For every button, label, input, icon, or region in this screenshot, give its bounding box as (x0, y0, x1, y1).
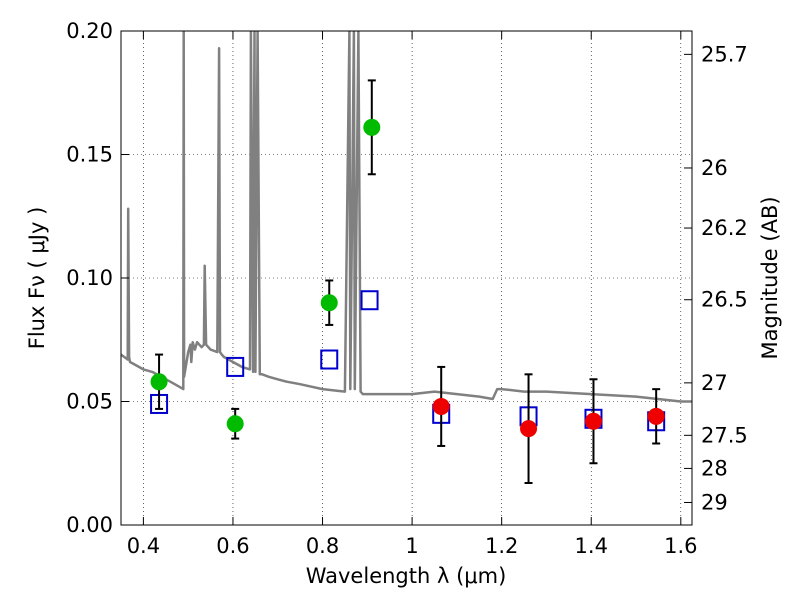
y-tick-label: 0.05 (66, 390, 113, 414)
y-tick-label: 0.00 (66, 513, 113, 537)
x-tick-label: 1 (405, 534, 418, 558)
magnitude-tick-label: 25.7 (701, 42, 748, 66)
y-tick-label: 0.10 (66, 266, 113, 290)
x-tick-label: 1.2 (485, 534, 518, 558)
magnitude-tick-label: 26.2 (701, 216, 748, 240)
model-square-point (320, 349, 339, 370)
observed-point (647, 407, 665, 425)
y-tick-label: 0.15 (66, 143, 113, 167)
observed-point (226, 415, 244, 433)
y-axis: 0.00 0.05 0.10 0.15 0.20 (66, 19, 129, 537)
magnitude-tick-label: 26 (701, 156, 728, 180)
x-tick-label: 1.4 (575, 534, 608, 558)
observed-point (584, 412, 602, 430)
magnitude-tick-label: 27 (701, 371, 728, 395)
observed-point (363, 118, 381, 136)
x-tick-label: 0.4 (127, 534, 160, 558)
x-axis: 0.4 0.6 0.8 1 1.2 1.4 1.6 (127, 31, 698, 558)
magnitude-tick-label: 28 (701, 456, 728, 480)
observed-point (320, 294, 338, 312)
model-square-point (360, 290, 379, 311)
magnitude-tick-label: 27.5 (701, 423, 748, 447)
magnitude-tick-label: 29 (701, 490, 728, 514)
template-spectrum-line (121, 31, 692, 403)
y-axis-label: Flux Fν ( μJy ) (25, 207, 49, 350)
observed-point (432, 397, 450, 415)
magnitude-axis-label: Magnitude (AB) (758, 196, 782, 359)
x-tick-label: 0.8 (306, 534, 339, 558)
x-axis-label: Wavelength λ (μm) (306, 564, 507, 588)
observed-point (520, 420, 538, 438)
x-tick-label: 0.6 (216, 534, 249, 558)
observed-point (150, 373, 168, 391)
plot-background (121, 31, 692, 525)
model-square-point (226, 356, 245, 377)
magnitude-axis: 25.7 26 26.2 26.5 27 27.5 28 29 (684, 42, 748, 514)
plot-area (121, 31, 692, 485)
magnitude-tick-label: 26.5 (701, 288, 748, 312)
x-tick-label: 1.6 (664, 534, 697, 558)
y-tick-label: 0.20 (66, 19, 113, 43)
